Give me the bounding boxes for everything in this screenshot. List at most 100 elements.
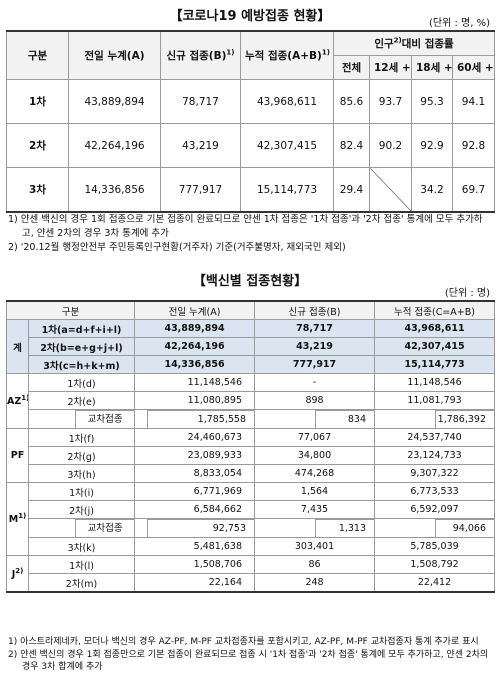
row-label: 1차(f) bbox=[27, 428, 136, 447]
value-cell: 43,219 bbox=[160, 123, 241, 168]
note: 1) 얀센 백신의 경우 1회 접종으로 기본 접종이 완료되므로 얀센 1차 … bbox=[8, 214, 483, 239]
table-row: 2차(m) 22,164 248 22,412 bbox=[7, 573, 496, 593]
table-row: 3차 14,336,856 777,917 15,114,773 29.4 34.2 69.… bbox=[6, 167, 495, 213]
header-cell: 12세 + bbox=[369, 55, 412, 80]
row-label: 2차(m) bbox=[27, 573, 136, 593]
header-text: 누적 접종(A+B) bbox=[245, 50, 322, 62]
value-cell: 7,435 bbox=[254, 500, 376, 519]
row-label: 1차(d) bbox=[27, 373, 136, 392]
header-cell: 인구2)대비 접종률 bbox=[333, 30, 495, 56]
cross-cell: 94,066 bbox=[374, 518, 496, 538]
group-text: M bbox=[8, 514, 19, 526]
value-cell: 78,717 bbox=[254, 319, 376, 338]
value-cell: 82.4 bbox=[333, 123, 370, 168]
table-row: M1) 1차(i) 6,771,969 1,564 6,773,533 bbox=[6, 482, 496, 556]
value-cell: 29.4 bbox=[333, 167, 370, 213]
table-header: 구분 전일 누계(A) 신규 접종(B) 누적 접종(C=A+B) bbox=[5, 300, 496, 320]
value-cell: 9,307,322 bbox=[374, 464, 496, 483]
footnote-mark: 2) bbox=[393, 36, 402, 45]
value-cell: 43,968,611 bbox=[240, 79, 334, 124]
cross-value: 94,066 bbox=[434, 519, 494, 537]
table-row: 2차 42,264,196 43,219 42,307,415 82.4 90.2 92.9… bbox=[6, 123, 495, 168]
cross-cell: 1,785,558 bbox=[134, 409, 256, 429]
value-cell: 11,080,895 bbox=[134, 391, 256, 410]
value-cell: 6,592,097 bbox=[374, 500, 496, 519]
value-cell: 77,067 bbox=[254, 428, 376, 447]
group-label: J2) bbox=[6, 555, 29, 593]
vaccination-table: 구분 전일 누계(A) 신규 접종(B)1) 누적 접종(A+B)1) 인구2)… bbox=[6, 30, 495, 213]
row-label: 3차(c=h+k+m) bbox=[27, 355, 136, 374]
cross-cell: 92,753 bbox=[134, 518, 256, 538]
cross-cell: 834 bbox=[254, 409, 376, 429]
value-cell: 92.9 bbox=[411, 123, 453, 168]
unit: (단위 : 명) bbox=[444, 288, 490, 299]
table-row: 1차 43,889,894 78,717 43,968,611 85.6 93.7 95.3… bbox=[6, 79, 495, 124]
title: 【백신별 접종현황】 bbox=[192, 274, 308, 289]
group-label: M1) bbox=[6, 482, 29, 556]
footnote-mark: 1) bbox=[21, 394, 27, 403]
footnote-mark: 1) bbox=[226, 48, 235, 57]
header-text: 인구 bbox=[374, 38, 394, 50]
group-text: J bbox=[11, 569, 16, 581]
cross-label: 교차접종 bbox=[75, 519, 134, 537]
value-cell: 42,264,196 bbox=[134, 337, 256, 356]
row-label: 2차(e) bbox=[27, 391, 136, 410]
header-cell: 18세 + bbox=[411, 55, 453, 80]
value-cell: 1,508,792 bbox=[374, 555, 496, 574]
header-cell: 구분 bbox=[5, 300, 136, 320]
cross-value: 1,785,558 bbox=[146, 410, 254, 428]
cross-value: 92,753 bbox=[146, 519, 254, 537]
header-cell: 누적 접종(C=A+B) bbox=[374, 300, 496, 320]
group-text: PF bbox=[10, 450, 25, 461]
table-row: 3차(c=h+k+m) 14,336,856 777,917 15,114,773 bbox=[6, 355, 496, 374]
group-text: 계 bbox=[13, 342, 22, 354]
table-row: 교차접종 1,785,558 834 1,786,392 bbox=[7, 409, 496, 429]
value-cell: 5,785,039 bbox=[374, 537, 496, 556]
header-cell: 구분 bbox=[6, 30, 69, 80]
value-cell: 90.2 bbox=[369, 123, 412, 168]
row-label: 2차(b=e+g+j+l) bbox=[27, 337, 136, 356]
value-cell: 5,481,638 bbox=[134, 537, 256, 556]
value-cell: 43,889,894 bbox=[134, 319, 256, 338]
table-row: 3차(k) 5,481,638 303,401 5,785,039 bbox=[7, 537, 496, 556]
note: 2) '20.12월 행정안전부 주민등록인구현황(거주자) 기준(거주불명자,… bbox=[8, 242, 346, 253]
header-cell: 누적 접종(A+B)1) bbox=[240, 30, 334, 80]
value-cell: 777,917 bbox=[254, 355, 376, 374]
value-cell: 42,264,196 bbox=[68, 123, 161, 168]
value-cell: 6,773,533 bbox=[374, 482, 496, 501]
table-row: J2) 1차(l) 1,508,706 86 1,508,792 bbox=[6, 555, 496, 593]
value-cell: 11,148,546 bbox=[374, 373, 496, 392]
value-cell: 42,307,415 bbox=[240, 123, 334, 168]
table-header: 구분 전일 누계(A) 신규 접종(B)1) 누적 접종(A+B)1) 인구2)… bbox=[6, 30, 495, 80]
note: 1) 아스트라제네카, 모더나 백신의 경우 AZ-PF, M-PF 교차접종자… bbox=[8, 637, 479, 647]
notes: 1) 얀센 백신의 경우 1회 접종으로 기본 접종이 완료되므로 얀센 1차 … bbox=[8, 213, 494, 255]
value-cell: 11,081,793 bbox=[374, 391, 496, 410]
table-row: 3차(h) 8,833,054 474,268 9,307,322 bbox=[7, 464, 496, 483]
value-cell: 248 bbox=[254, 573, 376, 593]
group-label: PF bbox=[6, 428, 29, 483]
row-label: 1차(a=d+f+i+l) bbox=[27, 319, 136, 338]
table-row: 2차(e) 11,080,895 898 11,081,793 bbox=[7, 391, 496, 410]
header-row: 구분 전일 누계(A) 신규 접종(B) 누적 접종(C=A+B) bbox=[5, 300, 496, 320]
empty-cell bbox=[369, 167, 412, 213]
row-label: 1차(l) bbox=[27, 555, 136, 574]
header-text: 신규 접종(B) bbox=[166, 50, 227, 62]
value-cell: 43,968,611 bbox=[374, 319, 496, 338]
group-text: AZ bbox=[7, 396, 22, 408]
value-cell: 94.1 bbox=[452, 79, 495, 124]
value-cell: 22,164 bbox=[134, 573, 256, 593]
footnote-mark: 2) bbox=[15, 566, 24, 575]
cross-label-cell: 교차접종 bbox=[27, 518, 136, 538]
value-cell: 14,336,856 bbox=[68, 167, 161, 213]
value-cell: 24,460,673 bbox=[134, 428, 256, 447]
cross-cell: 1,786,392 bbox=[374, 409, 496, 429]
row-label: 2차 bbox=[6, 123, 69, 168]
table-row: PF 1차(f) 24,460,673 77,067 24,537,740 bbox=[6, 428, 496, 483]
value-cell: 23,124,733 bbox=[374, 446, 496, 465]
notes: 1) 아스트라제네카, 모더나 백신의 경우 AZ-PF, M-PF 교차접종자… bbox=[8, 636, 494, 674]
header-row: 전체 12세 +18세 +60세 + bbox=[7, 55, 495, 80]
value-cell: 1,508,706 bbox=[134, 555, 256, 574]
value-cell: - bbox=[254, 373, 376, 392]
value-cell: 95.3 bbox=[411, 79, 453, 124]
